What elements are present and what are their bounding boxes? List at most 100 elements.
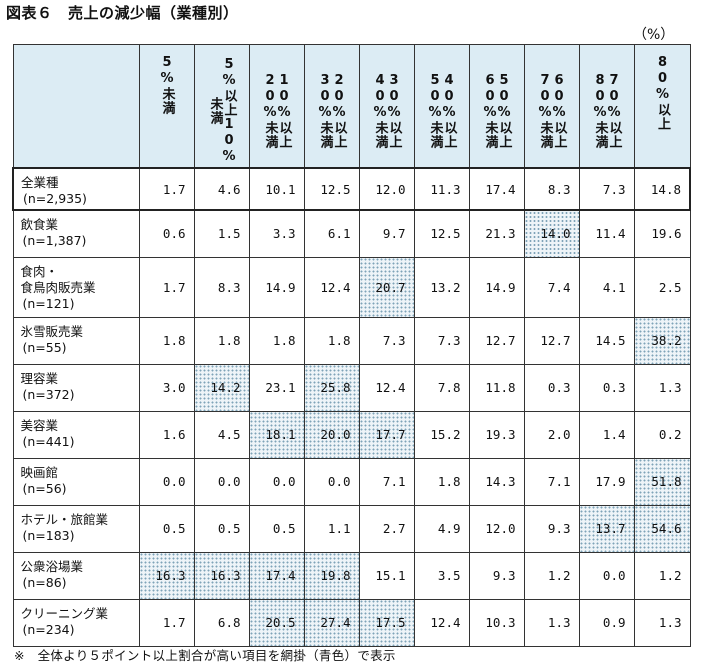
row-label: ホテル・旅館業 (n=183)	[12, 504, 140, 553]
value-cell: 14.9	[248, 256, 305, 318]
figure-title: 図表６ 売上の減少幅（業種別）	[6, 4, 239, 22]
value-cell: 12.5	[413, 209, 470, 258]
value-cell: 2.0	[523, 410, 580, 459]
value-cell: 11.4	[578, 209, 635, 258]
value-cell: 4.5	[193, 410, 250, 459]
value-cell: 17.7	[358, 410, 415, 459]
value-cell: 1.8	[413, 457, 470, 506]
value-cell: 16.3	[193, 551, 250, 600]
value-cell: 10.1	[248, 167, 305, 211]
value-cell: 14.0	[523, 209, 580, 258]
column-header: 5%未満	[138, 44, 195, 169]
value-cell: 0.5	[138, 504, 195, 553]
value-cell: 9.7	[358, 209, 415, 258]
value-cell: 0.6	[138, 209, 195, 258]
table-row: 氷雪販売業 (n=55) 1.8 1.8 1.8 1.8 7.3 7.3 12.7 12.7 14.…	[12, 316, 691, 365]
value-cell: 1.7	[138, 256, 195, 318]
column-header-label: 10%以上20%未満	[262, 73, 292, 149]
column-header-label: 80%以上	[655, 55, 670, 131]
value-cell: 1.2	[523, 551, 580, 600]
sample-size: (n=55)	[22, 339, 67, 355]
industry-name: 映画館	[20, 464, 59, 480]
value-cell: 14.2	[193, 363, 250, 412]
value-cell: 1.7	[138, 598, 195, 647]
column-header: 40%以上50%未満	[413, 44, 470, 169]
sample-size: (n=86)	[22, 574, 67, 590]
table-row: ホテル・旅館業 (n=183) 0.5 0.5 0.5 1.1 2.7 4.9 12.0 9.3 1…	[12, 504, 691, 553]
value-cell: 6.1	[303, 209, 360, 258]
value-cell: 8.3	[193, 256, 250, 318]
footnote: ※ 全体より５ポイント以上割合が高い項目を網掛（青色）で表示	[14, 648, 396, 663]
column-header-label: 5%以上10%未満	[207, 57, 237, 165]
value-cell: 19.3	[468, 410, 525, 459]
value-cell: 14.5	[578, 316, 635, 365]
industry-name: 氷雪販売業	[20, 323, 84, 339]
column-header-label: 20%以上30%未満	[317, 73, 347, 149]
value-cell: 12.0	[358, 167, 415, 211]
value-cell: 1.7	[138, 167, 195, 211]
value-cell: 1.8	[138, 316, 195, 365]
column-header-label: 70%以上80%未満	[592, 73, 622, 149]
value-cell: 7.3	[413, 316, 470, 365]
value-cell: 25.8	[303, 363, 360, 412]
value-cell: 0.0	[303, 457, 360, 506]
row-label: 公衆浴場業 (n=86)	[12, 551, 140, 600]
value-cell: 7.1	[523, 457, 580, 506]
sample-size: (n=372)	[22, 386, 75, 402]
value-cell: 0.5	[193, 504, 250, 553]
table-row: 理容業 (n=372) 3.0 14.2 23.1 25.8 12.4 7.8 11.8 0.3 0…	[12, 363, 691, 412]
value-cell: 0.0	[248, 457, 305, 506]
value-cell: 15.2	[413, 410, 470, 459]
value-cell: 7.3	[358, 316, 415, 365]
row-label: 氷雪販売業 (n=55)	[12, 316, 140, 365]
industry-name: 理容業	[20, 370, 59, 386]
value-cell: 0.0	[138, 457, 195, 506]
value-cell: 17.5	[358, 598, 415, 647]
column-header: 20%以上30%未満	[303, 44, 360, 169]
value-cell: 20.0	[303, 410, 360, 459]
value-cell: 12.5	[303, 167, 360, 211]
corner-cell	[12, 44, 140, 169]
sample-size: (n=183)	[22, 527, 75, 543]
value-cell: 1.8	[303, 316, 360, 365]
value-cell: 23.1	[248, 363, 305, 412]
value-cell: 0.3	[523, 363, 580, 412]
value-cell: 4.9	[413, 504, 470, 553]
industry-name: 食肉・	[20, 263, 59, 279]
value-cell: 1.8	[248, 316, 305, 365]
column-header-label: 5%未満	[159, 55, 175, 115]
value-cell: 1.3	[633, 598, 691, 647]
value-cell: 14.9	[468, 256, 525, 318]
value-cell: 19.8	[303, 551, 360, 600]
column-header: 30%以上40%未満	[358, 44, 415, 169]
sample-size: (n=441)	[22, 433, 75, 449]
value-cell: 1.5	[193, 209, 250, 258]
value-cell: 9.3	[523, 504, 580, 553]
row-label: 映画館 (n=56)	[12, 457, 140, 506]
column-header: 80%以上	[633, 44, 691, 169]
value-cell: 12.4	[413, 598, 470, 647]
industry-name: クリーニング業	[20, 605, 109, 621]
industry-name: ホテル・旅館業	[20, 511, 109, 527]
sample-size: (n=234)	[22, 621, 75, 637]
value-cell: 14.8	[633, 167, 691, 211]
table-row: クリーニング業 (n=234) 1.7 6.8 20.5 27.4 17.5 12.4 10.3…	[12, 598, 691, 647]
column-header: 50%以上60%未満	[468, 44, 525, 169]
column-header-label: 30%以上40%未満	[372, 73, 402, 149]
sample-size: (n=121)	[22, 295, 75, 311]
value-cell: 0.0	[193, 457, 250, 506]
column-header: 70%以上80%未満	[578, 44, 635, 169]
data-table: 5%未満 5%以上10%未満 10%以上20%未満 20%以上30%未満 30%以上40…	[12, 44, 691, 647]
value-cell: 13.7	[578, 504, 635, 553]
value-cell: 10.3	[468, 598, 525, 647]
industry-name: 美容業	[20, 417, 59, 433]
value-cell: 4.6	[193, 167, 250, 211]
value-cell: 1.3	[523, 598, 580, 647]
value-cell: 0.9	[578, 598, 635, 647]
table-body: 全業種 (n=2,935) 1.7 4.6 10.1 12.5 12.0 11.3 17.4 8.…	[12, 167, 691, 647]
value-cell: 54.6	[633, 504, 691, 553]
value-cell: 19.6	[633, 209, 691, 258]
value-cell: 0.2	[633, 410, 691, 459]
column-header: 60%以上70%未満	[523, 44, 580, 169]
value-cell: 3.5	[413, 551, 470, 600]
